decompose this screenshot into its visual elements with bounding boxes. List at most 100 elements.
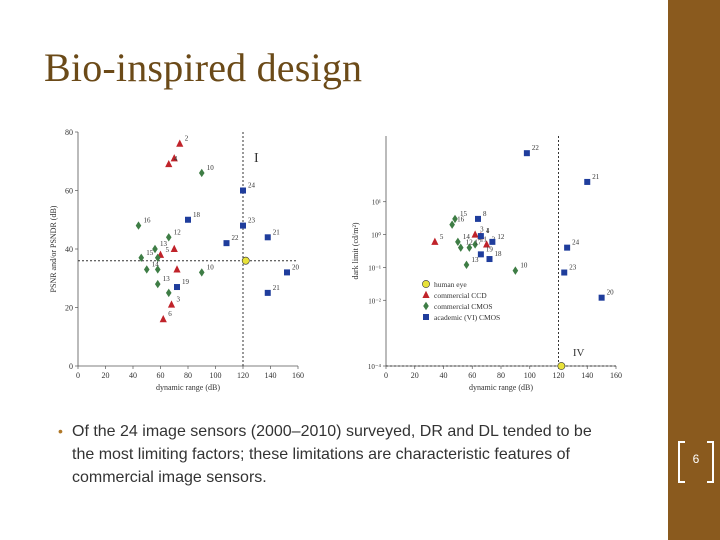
- data-label: 12: [466, 239, 474, 247]
- legend-label: academic (VI) CMOS: [434, 313, 500, 322]
- x-tick-label: 160: [610, 371, 622, 380]
- data-point: [264, 289, 271, 296]
- data-label: 14: [463, 233, 471, 241]
- x-tick-label: 0: [76, 371, 80, 380]
- data-point: [135, 221, 142, 230]
- y-axis-label: PSNR and/or PSNDR (dB): [49, 205, 58, 292]
- data-label: 10: [207, 263, 215, 271]
- x-tick-label: 140: [265, 371, 277, 380]
- data-point: [584, 178, 591, 185]
- data-label: 21: [273, 228, 281, 236]
- data-label: 21: [273, 284, 281, 292]
- data-point: [264, 234, 271, 241]
- data-label: 22: [532, 144, 540, 152]
- data-label: 12: [497, 233, 505, 241]
- x-tick-label: 40: [440, 371, 448, 380]
- data-point: [154, 279, 161, 289]
- x-tick-label: 20: [102, 371, 110, 380]
- data-label: 5: [166, 246, 170, 254]
- data-label: 13: [160, 240, 168, 248]
- x-tick-label: 20: [411, 371, 419, 380]
- data-label: 19: [486, 245, 494, 253]
- data-label: 3: [480, 226, 484, 234]
- data-label: 12: [174, 228, 182, 236]
- data-point: [159, 315, 167, 323]
- x-tick-label: 160: [292, 371, 304, 380]
- data-label: 13: [163, 275, 171, 283]
- data-label: 14: [152, 260, 160, 268]
- data-label: 8: [483, 210, 487, 218]
- x-tick-label: 40: [129, 371, 137, 380]
- data-point: [284, 269, 290, 276]
- data-label: 18: [495, 250, 503, 258]
- data-label: 6: [168, 310, 172, 318]
- data-point: [138, 253, 145, 262]
- legend-marker: [422, 280, 430, 288]
- y-tick-label: 10⁰: [371, 232, 381, 240]
- chart-panel-left: 0 20 40 60 80 100 120 140 160 0 20 40 60 80 dynamic ra…: [49, 128, 304, 392]
- data-point: [489, 238, 496, 245]
- data-point: [241, 256, 250, 265]
- x-tick-label: 60: [157, 371, 165, 380]
- data-label: 4: [486, 227, 490, 235]
- data-point: [471, 230, 479, 238]
- page-number-frame: [678, 441, 714, 483]
- data-point: [561, 269, 568, 276]
- x-tick-label: 0: [384, 371, 388, 380]
- bullet-text: Of the 24 image sensors (2000–2010) surv…: [72, 423, 592, 486]
- data-point: [486, 256, 493, 263]
- data-point: [240, 222, 246, 229]
- legend-marker: [423, 314, 429, 320]
- data-label: 24: [572, 239, 580, 247]
- data-point: [165, 288, 172, 298]
- data-point: [557, 362, 566, 370]
- y-tick-label: 10⁻²: [368, 297, 381, 305]
- y-tick-label: 40: [65, 245, 73, 254]
- figure: 0 20 40 60 80 100 120 140 160 0 20 40 60 80 dynamic ra…: [48, 122, 628, 394]
- data-point: [170, 154, 178, 162]
- x-tick-label: 60: [468, 371, 476, 380]
- data-label: 17: [474, 239, 482, 247]
- data-point: [475, 215, 481, 222]
- data-label: 3: [177, 296, 181, 304]
- data-label: 16: [457, 216, 465, 224]
- x-tick-label: 80: [497, 371, 505, 380]
- data-label: 5: [440, 233, 444, 241]
- y-tick-label: 0: [69, 362, 73, 371]
- data-label: 23: [248, 217, 256, 225]
- data-label: 22: [232, 234, 240, 242]
- data-point: [463, 260, 470, 270]
- data-point: [523, 150, 530, 157]
- data-point: [483, 240, 491, 248]
- legend-marker: [423, 301, 429, 311]
- y-tick-label: 20: [65, 304, 73, 313]
- data-point: [176, 139, 184, 147]
- data-label: 10: [207, 164, 215, 172]
- data-point: [198, 268, 205, 277]
- panel-label: IV: [573, 347, 585, 359]
- data-label: 1: [486, 227, 490, 235]
- data-point: [167, 300, 176, 308]
- data-point: [477, 251, 484, 258]
- data-label: 24: [248, 182, 256, 190]
- data-label: 15: [460, 210, 468, 218]
- panel-label: I: [254, 151, 259, 166]
- bullet-marker: •: [58, 423, 63, 439]
- data-point: [174, 284, 180, 291]
- data-label: 2: [185, 135, 189, 143]
- y-axis-label: dark limit (cd/m²): [351, 222, 360, 279]
- data-point: [143, 265, 150, 274]
- data-point: [449, 220, 455, 229]
- data-label: 16: [144, 217, 152, 225]
- y-tick-label: 10¹: [372, 199, 381, 207]
- data-point: [165, 159, 173, 168]
- data-label: 23: [569, 264, 577, 272]
- data-point: [223, 240, 230, 247]
- data-point: [564, 244, 571, 251]
- x-tick-label: 100: [210, 371, 222, 380]
- slide-title: Bio-inspired design: [44, 45, 363, 90]
- data-label: 13: [472, 256, 480, 264]
- data-point: [165, 233, 172, 242]
- x-axis-label: dynamic range (dB): [469, 383, 533, 392]
